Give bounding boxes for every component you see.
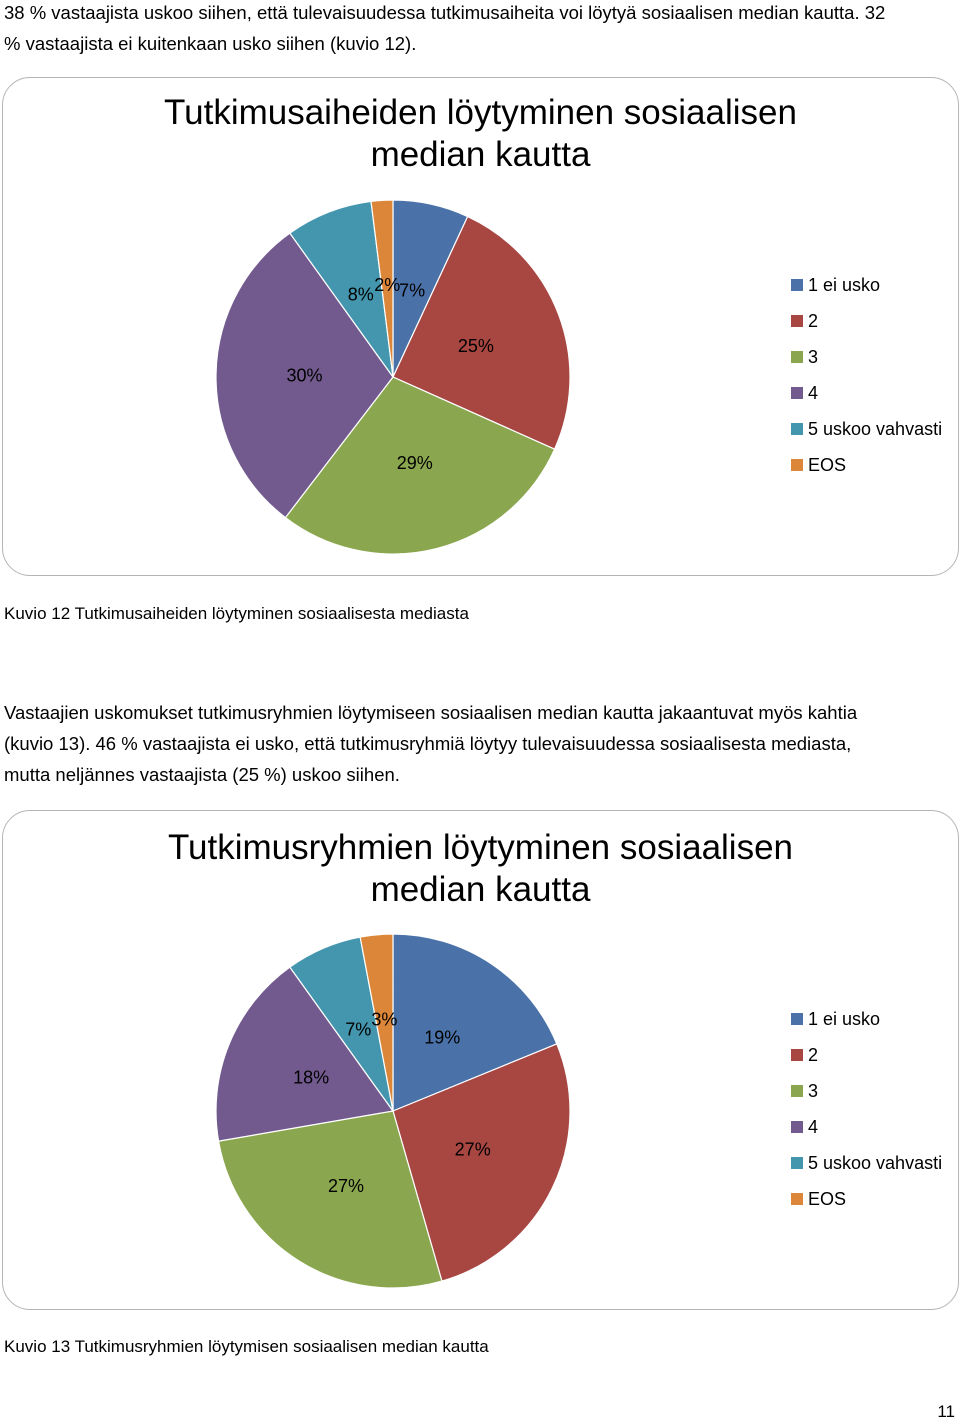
pie-slice bbox=[392, 1043, 571, 1282]
chart-2-area: Tutkimusryhmien löytyminen sosiaalisen m… bbox=[2, 810, 959, 1310]
pie-slice bbox=[284, 376, 556, 555]
pie-slice bbox=[370, 199, 394, 378]
chart-2-pie: 19% 27% 27% 18% 7%3% bbox=[215, 933, 571, 1289]
legend-swatch bbox=[791, 315, 803, 327]
intro-line: % vastaajista ei kuitenkaan usko siihen … bbox=[4, 33, 417, 54]
pie-slice bbox=[215, 232, 394, 519]
legend-swatch bbox=[791, 1121, 803, 1133]
pie-data-label: 25% bbox=[458, 336, 494, 356]
chart-1-caption: Kuvio 12 Tutkimusaiheiden löytyminen sos… bbox=[4, 604, 469, 623]
pie-data-label: 7% bbox=[399, 281, 425, 301]
pie-slice bbox=[215, 966, 395, 1142]
middle-line: Vastaajien uskomukset tutkimusryhmien lö… bbox=[4, 702, 858, 723]
pie-data-label: 3% bbox=[371, 1009, 397, 1029]
pie-data-label: 27% bbox=[455, 1140, 491, 1160]
legend-swatch bbox=[791, 459, 803, 471]
chart-1-area: Tutkimusaiheiden löytyminen sosiaalisen … bbox=[2, 77, 959, 576]
chart-2-title: Tutkimusryhmien löytyminen sosiaalisen m… bbox=[167, 828, 794, 909]
legend-swatch bbox=[791, 279, 803, 291]
pie-slice bbox=[392, 933, 558, 1112]
pie-data-label: 29% bbox=[397, 453, 433, 473]
legend-swatch bbox=[791, 423, 803, 435]
legend-swatch bbox=[791, 1085, 803, 1097]
pie-data-label: 2% bbox=[374, 275, 400, 295]
pie-data-label: 19% bbox=[424, 1028, 460, 1048]
middle-line: mutta neljännes vastaajista (25 %) uskoo… bbox=[4, 764, 400, 785]
intro-line: 38 % vastaajista uskoo siihen, että tule… bbox=[4, 2, 886, 23]
middle-line: (kuvio 13). 46 % vastaajista ei usko, et… bbox=[4, 733, 852, 754]
legend-swatch bbox=[791, 1013, 803, 1025]
intro-paragraph: 38 % vastaajista uskoo siihen, että tule… bbox=[4, 0, 954, 59]
chart-2-caption: Kuvio 13 Tutkimusryhmien löytymisen sosi… bbox=[4, 1337, 489, 1356]
pie-data-label: 27% bbox=[328, 1176, 364, 1196]
legend-swatch bbox=[791, 351, 803, 363]
pie-data-label: 7% bbox=[345, 1020, 371, 1040]
pie-slice bbox=[217, 1110, 443, 1289]
legend-swatch bbox=[791, 1049, 803, 1061]
pie-data-label: 8% bbox=[348, 285, 374, 305]
legend-swatch bbox=[791, 387, 803, 399]
page-number: 11 bbox=[937, 1402, 955, 1421]
pie-data-label: 30% bbox=[286, 366, 322, 386]
legend-swatch bbox=[791, 1157, 803, 1169]
middle-paragraph: Vastaajien uskomukset tutkimusryhmien lö… bbox=[4, 697, 954, 790]
pie-slice bbox=[392, 215, 571, 450]
chart-1-pie: 7% 25% 29% 30% 8% 2% bbox=[215, 199, 571, 555]
legend-swatch bbox=[791, 1193, 803, 1205]
chart-1-title: Tutkimusaiheiden löytyminen sosiaalisen … bbox=[164, 93, 797, 174]
pie-data-label: 18% bbox=[293, 1068, 329, 1088]
pie-slice bbox=[359, 933, 394, 1112]
